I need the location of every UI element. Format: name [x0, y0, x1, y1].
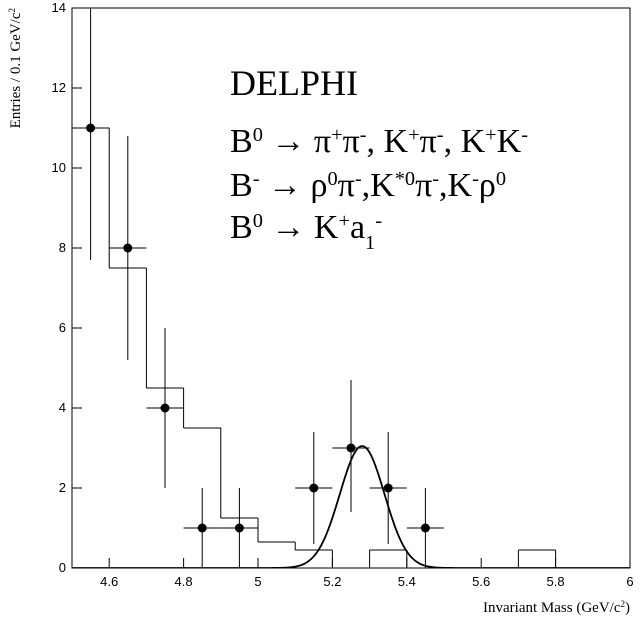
x-tick-label: 5: [254, 574, 261, 589]
text-segment: -: [355, 168, 362, 190]
data-point: [234, 523, 244, 533]
text-segment: → ρ: [259, 167, 327, 204]
y-axis-label: Entries / 0.1 GeV/c2: [7, 8, 24, 128]
text-segment: , K: [444, 123, 486, 160]
y-tick-label: 0: [59, 560, 66, 575]
text-segment: -: [472, 168, 479, 190]
annotation: B0 → K+a1-: [230, 209, 382, 254]
text-segment: π: [420, 123, 437, 160]
x-tick-label: 4.6: [100, 574, 118, 589]
text-segment: 0: [253, 124, 263, 146]
y-tick-label: 14: [52, 0, 66, 15]
plot-area: [72, 8, 630, 568]
x-tick-label: 5.6: [472, 574, 490, 589]
text-segment: 1: [365, 232, 375, 254]
text-segment: B: [230, 209, 253, 246]
x-tick-label: 6: [626, 574, 633, 589]
text-segment: -: [375, 210, 382, 232]
x-tick-label: 5.2: [323, 574, 341, 589]
y-tick-label: 8: [59, 240, 66, 255]
text-segment: +: [485, 124, 497, 146]
text-segment: 0: [327, 168, 337, 190]
text-segment: +: [408, 124, 420, 146]
y-tick-label: 6: [59, 320, 66, 335]
text-segment: K: [497, 123, 522, 160]
data-point: [123, 243, 133, 253]
annotation: B- → ρ0π-,K*0π-,K-ρ0: [230, 167, 506, 204]
text-segment: π: [343, 123, 360, 160]
x-tick-label: 5.8: [547, 574, 565, 589]
y-tick-label: 12: [52, 80, 66, 95]
text-segment: B: [230, 167, 253, 204]
text-segment: Invariant Mass (GeV/c: [483, 600, 621, 616]
text-segment: -: [432, 168, 439, 190]
y-tick-label: 2: [59, 480, 66, 495]
text-segment: ,K: [362, 167, 396, 204]
text-segment: → K: [263, 209, 339, 246]
text-segment: ): [625, 600, 630, 616]
text-segment: ρ: [479, 167, 496, 204]
text-segment: 2: [621, 599, 626, 609]
data-point: [346, 443, 356, 453]
text-segment: a: [350, 209, 365, 246]
text-segment: B: [230, 123, 253, 160]
data-point: [383, 483, 393, 493]
text-segment: -: [253, 168, 260, 190]
text-segment: -: [521, 124, 528, 146]
text-segment: π: [415, 167, 432, 204]
text-segment: 0: [253, 210, 263, 232]
text-segment: ,K: [439, 167, 473, 204]
text-segment: DELPHI: [230, 63, 358, 103]
x-axis-label: Invariant Mass (GeV/c2): [483, 599, 630, 616]
y-tick-label: 4: [59, 400, 66, 415]
y-tick-label: 10: [52, 160, 66, 175]
text-segment: 2: [7, 8, 17, 13]
x-tick-label: 5.4: [398, 574, 416, 589]
x-tick-label: 4.8: [175, 574, 193, 589]
text-segment: 0: [496, 168, 506, 190]
text-segment: Entries / 0.1 GeV/c: [8, 12, 24, 128]
data-point: [197, 523, 207, 533]
text-segment: , K: [367, 123, 409, 160]
data-point: [160, 403, 170, 413]
text-segment: *0: [395, 168, 415, 190]
text-segment: -: [437, 124, 444, 146]
data-point: [420, 523, 430, 533]
text-segment: -: [360, 124, 367, 146]
data-point: [309, 483, 319, 493]
text-segment: π: [338, 167, 355, 204]
text-segment: +: [331, 124, 343, 146]
text-segment: +: [338, 210, 350, 232]
annotation: B0 → π+π-, K+π-, K+K-: [230, 123, 528, 160]
data-point: [86, 123, 96, 133]
annotation: DELPHI: [230, 63, 358, 103]
text-segment: → π: [263, 123, 331, 160]
